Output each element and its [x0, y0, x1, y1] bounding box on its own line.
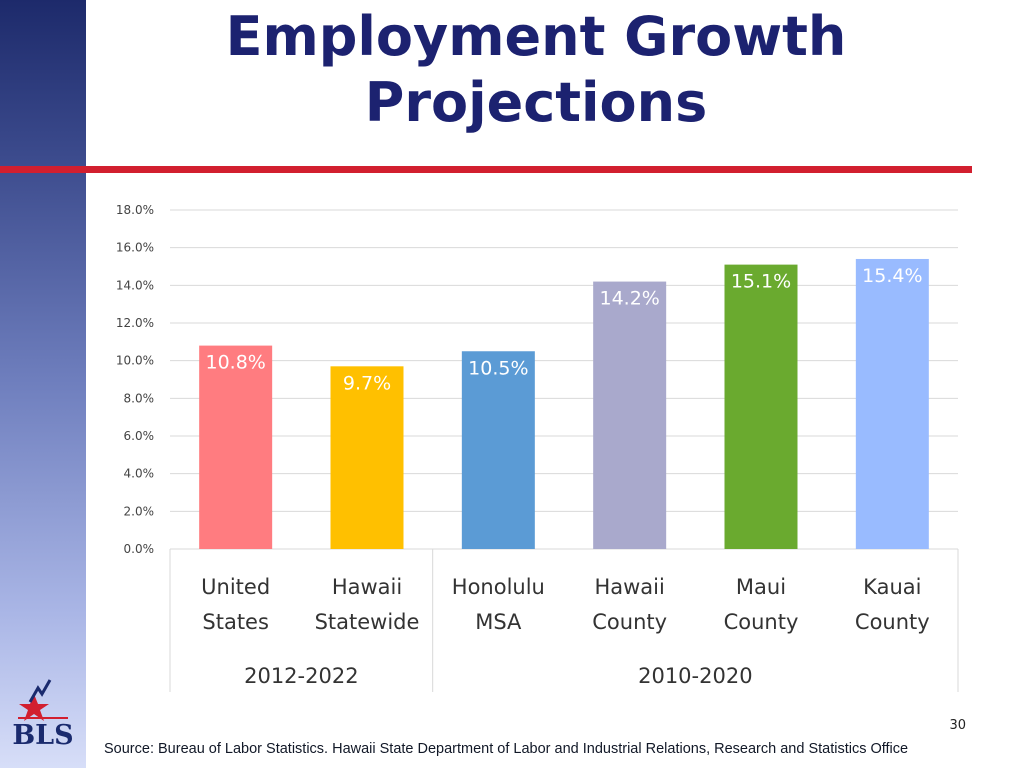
- bar: [855, 258, 929, 549]
- slide-title-line-1: Employment Growth: [225, 5, 847, 68]
- category-label: MSA: [475, 610, 522, 634]
- bar-data-label: 14.2%: [599, 288, 659, 310]
- y-tick-label: 2.0%: [124, 504, 155, 518]
- bar-data-label: 9.7%: [343, 372, 391, 394]
- category-label: Kauai: [863, 575, 921, 599]
- category-label: County: [855, 610, 930, 634]
- bar: [593, 281, 667, 549]
- bar: [461, 351, 535, 549]
- bar-data-label: 10.8%: [205, 352, 265, 374]
- y-tick-label: 6.0%: [124, 429, 155, 443]
- bar: [199, 345, 273, 549]
- bls-logo-text: BLS: [12, 720, 74, 751]
- group-label: 2010-2020: [638, 664, 752, 688]
- bar-data-label: 15.1%: [731, 271, 791, 293]
- category-label: States: [202, 610, 269, 634]
- y-tick-label: 10.0%: [116, 354, 154, 368]
- category-label: United: [201, 575, 270, 599]
- y-tick-label: 14.0%: [116, 278, 154, 292]
- bar-data-label: 10.5%: [468, 357, 528, 379]
- bls-logo-icon: [18, 679, 68, 721]
- y-tick-label: 4.0%: [124, 467, 155, 481]
- category-label: Hawaii: [594, 575, 664, 599]
- y-tick-label: 12.0%: [116, 316, 154, 330]
- source-note: Source: Bureau of Labor Statistics. Hawa…: [104, 741, 909, 757]
- category-label: Maui: [736, 575, 786, 599]
- title-divider: [0, 166, 972, 173]
- y-tick-label: 8.0%: [124, 391, 155, 405]
- category-label: Statewide: [315, 610, 420, 634]
- slide-title: Employment Growth Projections: [86, 4, 986, 136]
- y-tick-label: 16.0%: [116, 241, 154, 255]
- category-label: County: [724, 610, 799, 634]
- page-number: 30: [949, 718, 966, 733]
- bar: [724, 264, 798, 549]
- category-label: Honolulu: [452, 575, 545, 599]
- left-decorative-bar: [0, 0, 86, 768]
- bar: [330, 366, 404, 549]
- group-label: 2012-2022: [244, 664, 358, 688]
- bar-data-label: 15.4%: [862, 265, 922, 287]
- category-label: County: [592, 610, 667, 634]
- y-tick-label: 0.0%: [124, 542, 155, 556]
- category-label: Hawaii: [332, 575, 402, 599]
- slide-title-line-2: Projections: [364, 71, 708, 134]
- y-tick-label: 18.0%: [116, 203, 154, 217]
